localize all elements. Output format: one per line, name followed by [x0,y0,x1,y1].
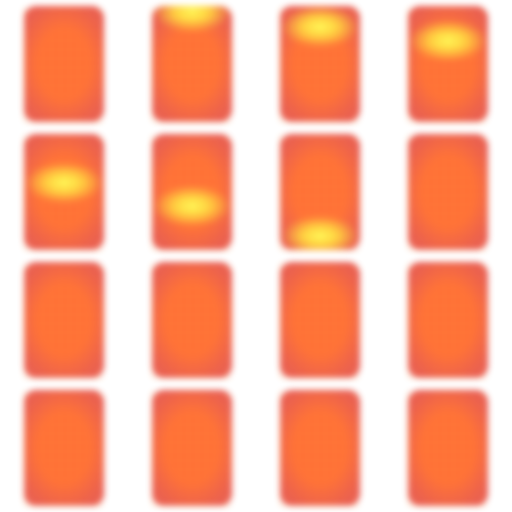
pixel-grid [280,6,360,122]
flame-sprite [408,390,488,506]
flame-sprite [152,390,232,506]
sprite-frame [0,0,128,128]
flame-sprite [152,262,232,378]
pixel-grid [152,262,232,378]
sprite-frame [0,128,128,256]
pixel-grid [152,6,232,122]
pixel-grid [24,134,104,250]
flame-sprite [408,262,488,378]
pixel-grid [24,390,104,506]
pixel-grid [280,390,360,506]
flame-sprite [408,6,488,122]
sprite-frame [256,128,384,256]
flame-sprite [24,390,104,506]
flame-sprite [280,6,360,122]
pixel-grid [280,262,360,378]
pixel-grid [24,262,104,378]
pixel-grid [280,134,360,250]
pixel-grid [152,134,232,250]
flame-sprite [408,134,488,250]
sprite-frame [128,256,256,384]
flame-sprite [152,6,232,122]
flame-sprite [152,134,232,250]
pixel-grid [408,134,488,250]
flame-sprite [24,6,104,122]
flame-sprite [280,390,360,506]
sprite-frame [128,384,256,512]
sprite-frame [0,384,128,512]
sprite-frame [256,0,384,128]
sprite-frame [128,0,256,128]
pixel-grid [152,390,232,506]
sprite-frame [384,128,512,256]
sprite-frame [384,384,512,512]
sprite-frame [256,384,384,512]
sprite-frame [384,0,512,128]
sprite-frame [128,128,256,256]
sprite-frame [0,256,128,384]
sprite-frame [384,256,512,384]
flame-sprite [24,134,104,250]
sprite-frame [256,256,384,384]
pixel-grid [24,6,104,122]
pixel-grid [408,6,488,122]
flame-sprite [280,262,360,378]
flame-sprite [280,134,360,250]
pixel-grid [408,390,488,506]
flame-sprite [24,262,104,378]
pixel-grid [408,262,488,378]
